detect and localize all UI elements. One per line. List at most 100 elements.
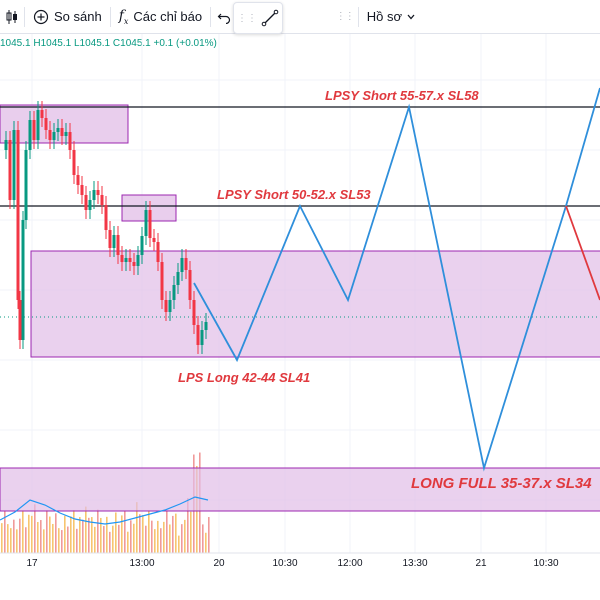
candle-body bbox=[136, 255, 140, 266]
label-lpsy-upper[interactable]: LPSY Short 55-57.x SL58 bbox=[325, 88, 479, 103]
candle-body bbox=[108, 230, 112, 248]
volume-bar bbox=[121, 515, 123, 553]
volume-bar bbox=[97, 509, 99, 553]
time-label: 17 bbox=[26, 558, 38, 569]
volume-bar bbox=[148, 510, 150, 553]
volume-bar bbox=[76, 528, 78, 553]
indicators-button[interactable]: fx Các chỉ báo bbox=[111, 0, 210, 34]
candle-body bbox=[72, 150, 76, 175]
volume-bar bbox=[202, 524, 204, 553]
candle-body bbox=[164, 300, 168, 312]
candle-body bbox=[140, 236, 144, 255]
volume-bar bbox=[112, 525, 114, 553]
candle-body bbox=[60, 128, 64, 136]
projection-short-leg[interactable] bbox=[565, 205, 600, 301]
volume-bar bbox=[136, 502, 138, 553]
candle-body bbox=[92, 190, 96, 200]
volume-bar bbox=[205, 532, 207, 553]
volume-bar bbox=[37, 521, 39, 553]
candle-body bbox=[176, 272, 180, 285]
volume-bar bbox=[46, 510, 48, 553]
candle-body bbox=[76, 175, 80, 185]
volume-bar bbox=[28, 514, 30, 553]
zone-upper-lpsy[interactable] bbox=[0, 104, 129, 144]
candle-body bbox=[144, 210, 148, 236]
volume-bar bbox=[169, 524, 171, 553]
volume-bar bbox=[91, 517, 93, 553]
volume-bar bbox=[34, 504, 36, 553]
candle-body bbox=[156, 242, 160, 262]
time-label: 10:30 bbox=[533, 558, 558, 569]
label-long-full[interactable]: LONG FULL 35-37.x SL34 bbox=[411, 475, 592, 492]
undo-button[interactable] bbox=[211, 0, 237, 34]
indicators-label: Các chỉ báo bbox=[133, 9, 203, 24]
volume-bar bbox=[94, 526, 96, 553]
toolbar-divider bbox=[210, 6, 212, 27]
candle-body bbox=[124, 258, 128, 262]
candle-body bbox=[180, 258, 184, 272]
floating-drawing-toolbar[interactable]: ⋮⋮ bbox=[233, 2, 283, 34]
candle-body bbox=[36, 110, 40, 140]
volume-bar bbox=[1, 523, 3, 553]
ohlc-legend: 1045.1 H1045.1 L1045.1 C1045.1 +0.1 (+0.… bbox=[0, 38, 217, 49]
time-label: 12:00 bbox=[337, 558, 362, 569]
volume-bar bbox=[130, 520, 132, 553]
toolbar-divider bbox=[357, 6, 359, 27]
candle-body bbox=[160, 262, 164, 300]
volume-bar bbox=[49, 516, 51, 553]
time-axis[interactable]: 17 13:00 20 10:30 12:00 13:30 21 10:30 bbox=[26, 558, 559, 569]
volume-bar bbox=[58, 528, 60, 553]
volume-bar bbox=[82, 519, 84, 553]
volume-bar bbox=[139, 514, 141, 553]
volume-bar bbox=[19, 518, 21, 553]
candle-body bbox=[40, 110, 44, 118]
candle-body bbox=[52, 132, 56, 140]
time-label: 21 bbox=[475, 558, 487, 569]
volume-bar bbox=[178, 535, 180, 553]
candle-body bbox=[12, 130, 16, 200]
label-lps-long[interactable]: LPS Long 42-44 SL41 bbox=[178, 370, 310, 385]
candle-body bbox=[148, 210, 152, 238]
ohlc-low: L1045.1 bbox=[73, 38, 111, 49]
candle-body bbox=[48, 130, 52, 140]
projection-path[interactable] bbox=[193, 87, 600, 472]
volume-bar bbox=[142, 515, 144, 553]
volume-bar bbox=[187, 498, 189, 553]
volume-bar bbox=[151, 520, 153, 553]
candle-body bbox=[24, 150, 28, 220]
volume-bar bbox=[190, 511, 192, 553]
volume-bar bbox=[127, 531, 129, 553]
zone-lps-long[interactable] bbox=[30, 250, 600, 358]
drag-dots-icon: ⋮⋮ bbox=[335, 11, 355, 22]
label-lpsy-mid[interactable]: LPSY Short 50-52.x SL53 bbox=[217, 187, 371, 202]
volume-bar bbox=[4, 510, 6, 553]
candle-type-button[interactable] bbox=[0, 0, 24, 34]
candle-body bbox=[128, 258, 132, 262]
candle-body bbox=[152, 238, 156, 242]
candle-body bbox=[80, 185, 84, 195]
volume-bar bbox=[172, 515, 174, 553]
compare-button[interactable]: So sánh bbox=[25, 0, 110, 34]
volume-bar bbox=[100, 517, 102, 553]
candle-body bbox=[8, 140, 12, 200]
zone-long-full[interactable] bbox=[0, 467, 600, 512]
profile-button[interactable]: Hồ sơ bbox=[359, 0, 423, 34]
volume-bar bbox=[133, 523, 135, 553]
drag-handle[interactable]: ⋮⋮ bbox=[332, 0, 358, 34]
volume-bar bbox=[40, 520, 42, 553]
candle-body bbox=[184, 258, 188, 270]
volume-bar bbox=[13, 519, 15, 553]
volume-bar bbox=[55, 513, 57, 553]
ohlc-close: C1045.1 bbox=[112, 38, 151, 49]
candle-body bbox=[116, 235, 120, 255]
volume-bar bbox=[16, 529, 18, 553]
trend-line-icon[interactable] bbox=[261, 9, 279, 27]
top-toolbar: So sánh fx Các chỉ báo B ⋮⋮ Hồ sơ bbox=[0, 0, 600, 34]
compare-label: So sánh bbox=[54, 9, 102, 24]
volume-bar bbox=[208, 517, 210, 553]
volume-bar bbox=[7, 524, 9, 553]
drag-dots-icon[interactable]: ⋮⋮ bbox=[237, 12, 257, 24]
candle-body bbox=[32, 120, 36, 140]
candle-body bbox=[44, 118, 48, 130]
